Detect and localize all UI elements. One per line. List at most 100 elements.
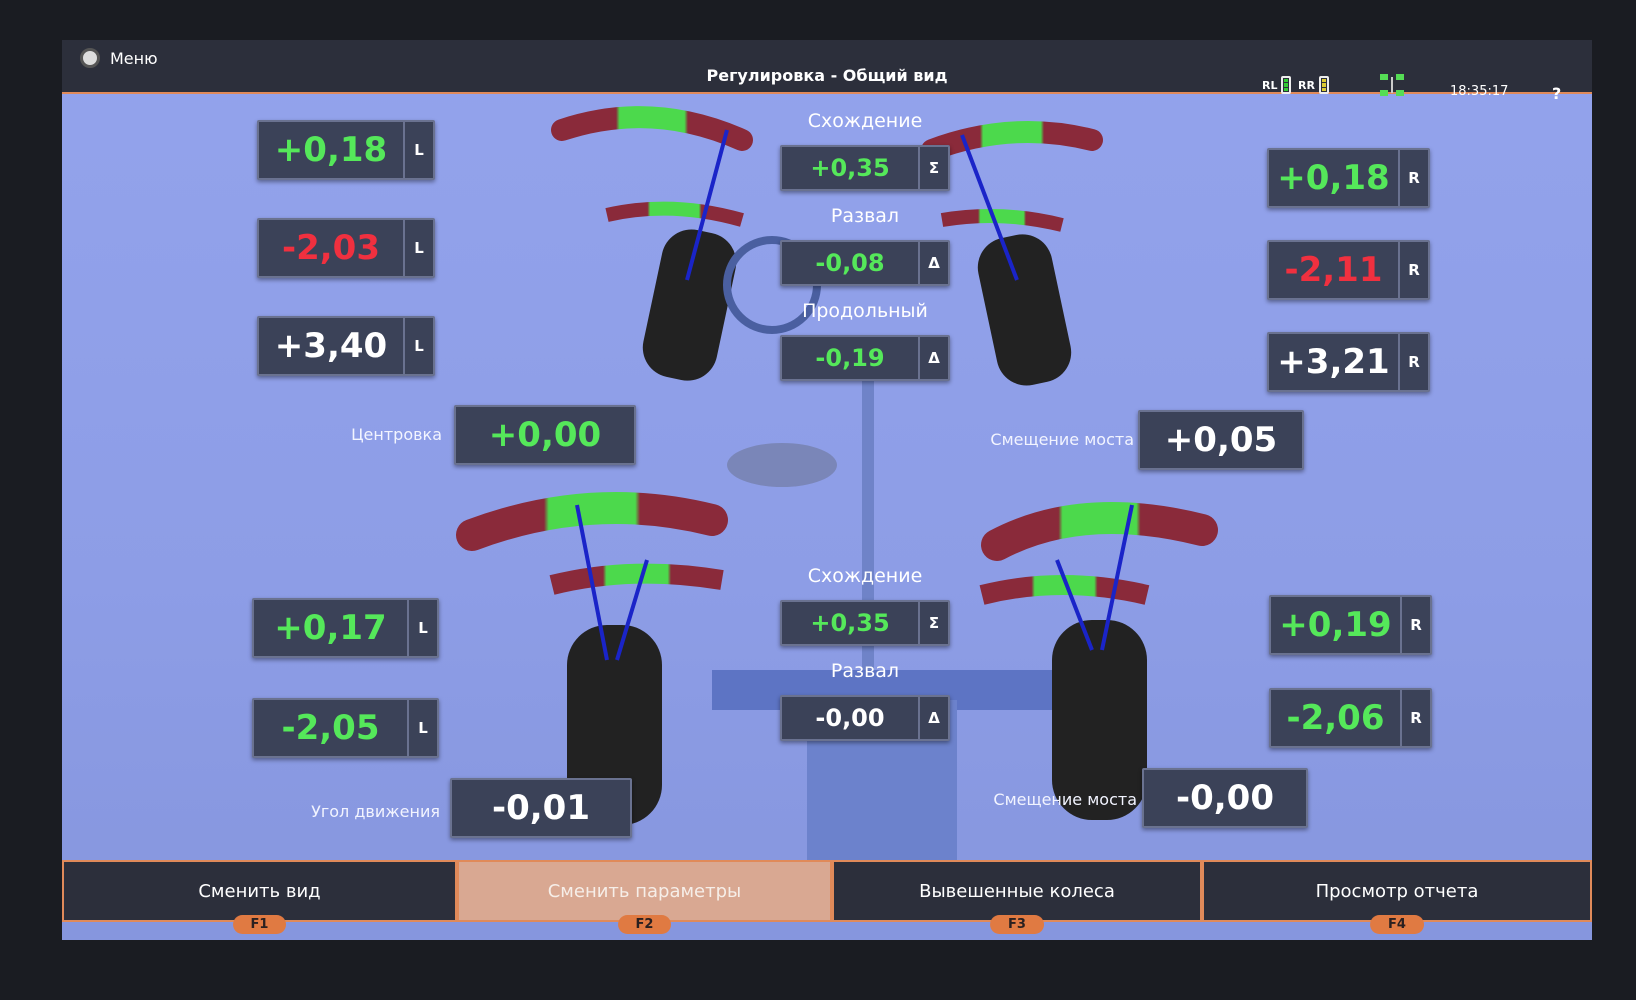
- rear-left-wheel: [456, 492, 728, 825]
- rear-left-toe: +0,17 L: [252, 598, 439, 658]
- battery-label: RR: [1298, 78, 1315, 92]
- value: +0,00: [488, 415, 602, 455]
- front-caster-label: Продольный: [802, 300, 928, 322]
- front-toe-label: Схождение: [807, 110, 923, 132]
- value: +0,35: [810, 609, 890, 637]
- delta-symbol: Δ: [918, 242, 948, 284]
- rear-toe-label: Схождение: [807, 565, 923, 587]
- delta-symbol: Δ: [918, 697, 948, 739]
- delta-symbol: Δ: [918, 337, 948, 379]
- key-badge: F1: [232, 915, 287, 934]
- rear-left-camber: -2,05 L: [252, 698, 439, 758]
- front-setback-value: +0,05: [1138, 410, 1304, 470]
- side-label: L: [407, 700, 437, 756]
- value: +0,18: [1277, 158, 1390, 198]
- thrust-angle-value: -0,01: [450, 778, 632, 838]
- menu-label: Меню: [110, 48, 158, 68]
- raised-wheels-button[interactable]: Вывешенные колеса F3: [832, 860, 1202, 934]
- side-label: R: [1398, 150, 1428, 206]
- rear-camber-label: Развал: [830, 660, 900, 682]
- page-title: Регулировка - Общий вид: [706, 66, 948, 85]
- rear-total-toe: +0,35 Σ: [780, 600, 950, 646]
- side-label: L: [407, 600, 437, 656]
- value: -2,05: [281, 708, 380, 748]
- sum-symbol: Σ: [918, 147, 948, 189]
- camber-scale: [605, 201, 744, 227]
- front-setback-label: Смещение моста: [990, 430, 1134, 449]
- key-badge: F3: [990, 915, 1044, 934]
- logo-icon: [80, 48, 100, 68]
- toe-scale: [981, 502, 1218, 561]
- side-label: R: [1398, 242, 1428, 298]
- rear-setback-value: -0,00: [1142, 768, 1308, 828]
- value: -0,01: [492, 788, 590, 828]
- value: +0,05: [1164, 420, 1278, 460]
- help-button[interactable]: ?: [1552, 84, 1562, 103]
- front-camber-label: Развал: [830, 205, 900, 227]
- value: +0,35: [810, 154, 890, 182]
- value: +0,18: [274, 130, 388, 170]
- rear-right-camber: -2,06 R: [1269, 688, 1432, 748]
- value: +3,21: [1277, 342, 1390, 382]
- front-left-camber: -2,03 L: [257, 218, 435, 278]
- value: -0,00: [815, 704, 885, 732]
- toe-scale: [456, 492, 728, 551]
- front-left-toe: +0,18 L: [257, 120, 435, 180]
- title-bar: Меню Регулировка - Общий вид RL RR 18:35…: [62, 40, 1592, 103]
- steering-wheel-shadow: [727, 443, 837, 487]
- button-label: Просмотр отчета: [1315, 880, 1479, 902]
- toe-scale: [551, 106, 753, 151]
- front-right-caster: +3,21 R: [1267, 332, 1430, 392]
- centering-value: +0,00: [454, 405, 636, 465]
- camber-scale: [940, 209, 1064, 232]
- side-label: L: [403, 220, 433, 276]
- rear-right-wheel: [979, 502, 1218, 820]
- side-label: R: [1398, 334, 1428, 390]
- front-right-camber: -2,11 R: [1267, 240, 1430, 300]
- clock: 18:35:17: [1450, 84, 1509, 99]
- front-caster-diff: -0,19 Δ: [780, 335, 950, 381]
- key-badge: F2: [617, 915, 672, 934]
- button-label: Сменить вид: [198, 880, 321, 902]
- change-view-button[interactable]: Сменить вид F1: [62, 860, 457, 934]
- sum-symbol: Σ: [918, 602, 948, 644]
- centering-label: Центровка: [351, 425, 442, 444]
- side-label: L: [403, 122, 433, 178]
- key-badge: F4: [1370, 915, 1424, 934]
- battery-icon: [1318, 76, 1329, 94]
- axle-view-icon[interactable]: [1380, 74, 1404, 96]
- front-right-wheel: [921, 121, 1103, 386]
- front-right-toe: +0,18 R: [1267, 148, 1430, 208]
- camber-scale: [979, 575, 1150, 605]
- menu-button[interactable]: Меню: [80, 48, 158, 68]
- rear-right-toe: +0,19 R: [1269, 595, 1432, 655]
- front-total-toe: +0,35 Σ: [780, 145, 950, 191]
- toe-scale: [921, 121, 1103, 161]
- front-camber-diff: -0,08 Δ: [780, 240, 950, 286]
- rear-camber-diff: -0,00 Δ: [780, 695, 950, 741]
- battery-icon: [1281, 76, 1292, 94]
- alignment-screen: Меню Регулировка - Общий вид RL RR 18:35…: [62, 40, 1592, 940]
- battery-rr: RR: [1298, 76, 1329, 94]
- side-label: L: [403, 318, 433, 374]
- battery-label: RL: [1262, 78, 1278, 92]
- value: -2,03: [282, 228, 380, 268]
- side-label: R: [1400, 690, 1430, 746]
- function-bar: Сменить вид F1 Сменить параметры F2 Вывеше…: [62, 860, 1592, 940]
- side-label: R: [1400, 597, 1430, 653]
- value: -0,00: [1176, 778, 1274, 818]
- vehicle-graphic: [456, 106, 1218, 880]
- rear-setback-label: Смещение моста: [993, 790, 1137, 809]
- value: -2,11: [1284, 250, 1383, 290]
- thrust-angle-label: Угол движения: [311, 802, 440, 821]
- front-left-wheel: [551, 106, 753, 381]
- value: +0,19: [1279, 605, 1392, 645]
- front-left-caster: +3,40 L: [257, 316, 435, 376]
- button-label: Вывешенные колеса: [919, 880, 1115, 902]
- battery-rl: RL: [1262, 76, 1292, 94]
- value: -0,08: [815, 249, 885, 277]
- value: -0,19: [815, 344, 885, 372]
- camber-scale: [549, 563, 724, 595]
- view-report-button[interactable]: Просмотр отчета F4: [1202, 860, 1592, 934]
- change-parameters-button[interactable]: Сменить параметры F2: [457, 860, 832, 934]
